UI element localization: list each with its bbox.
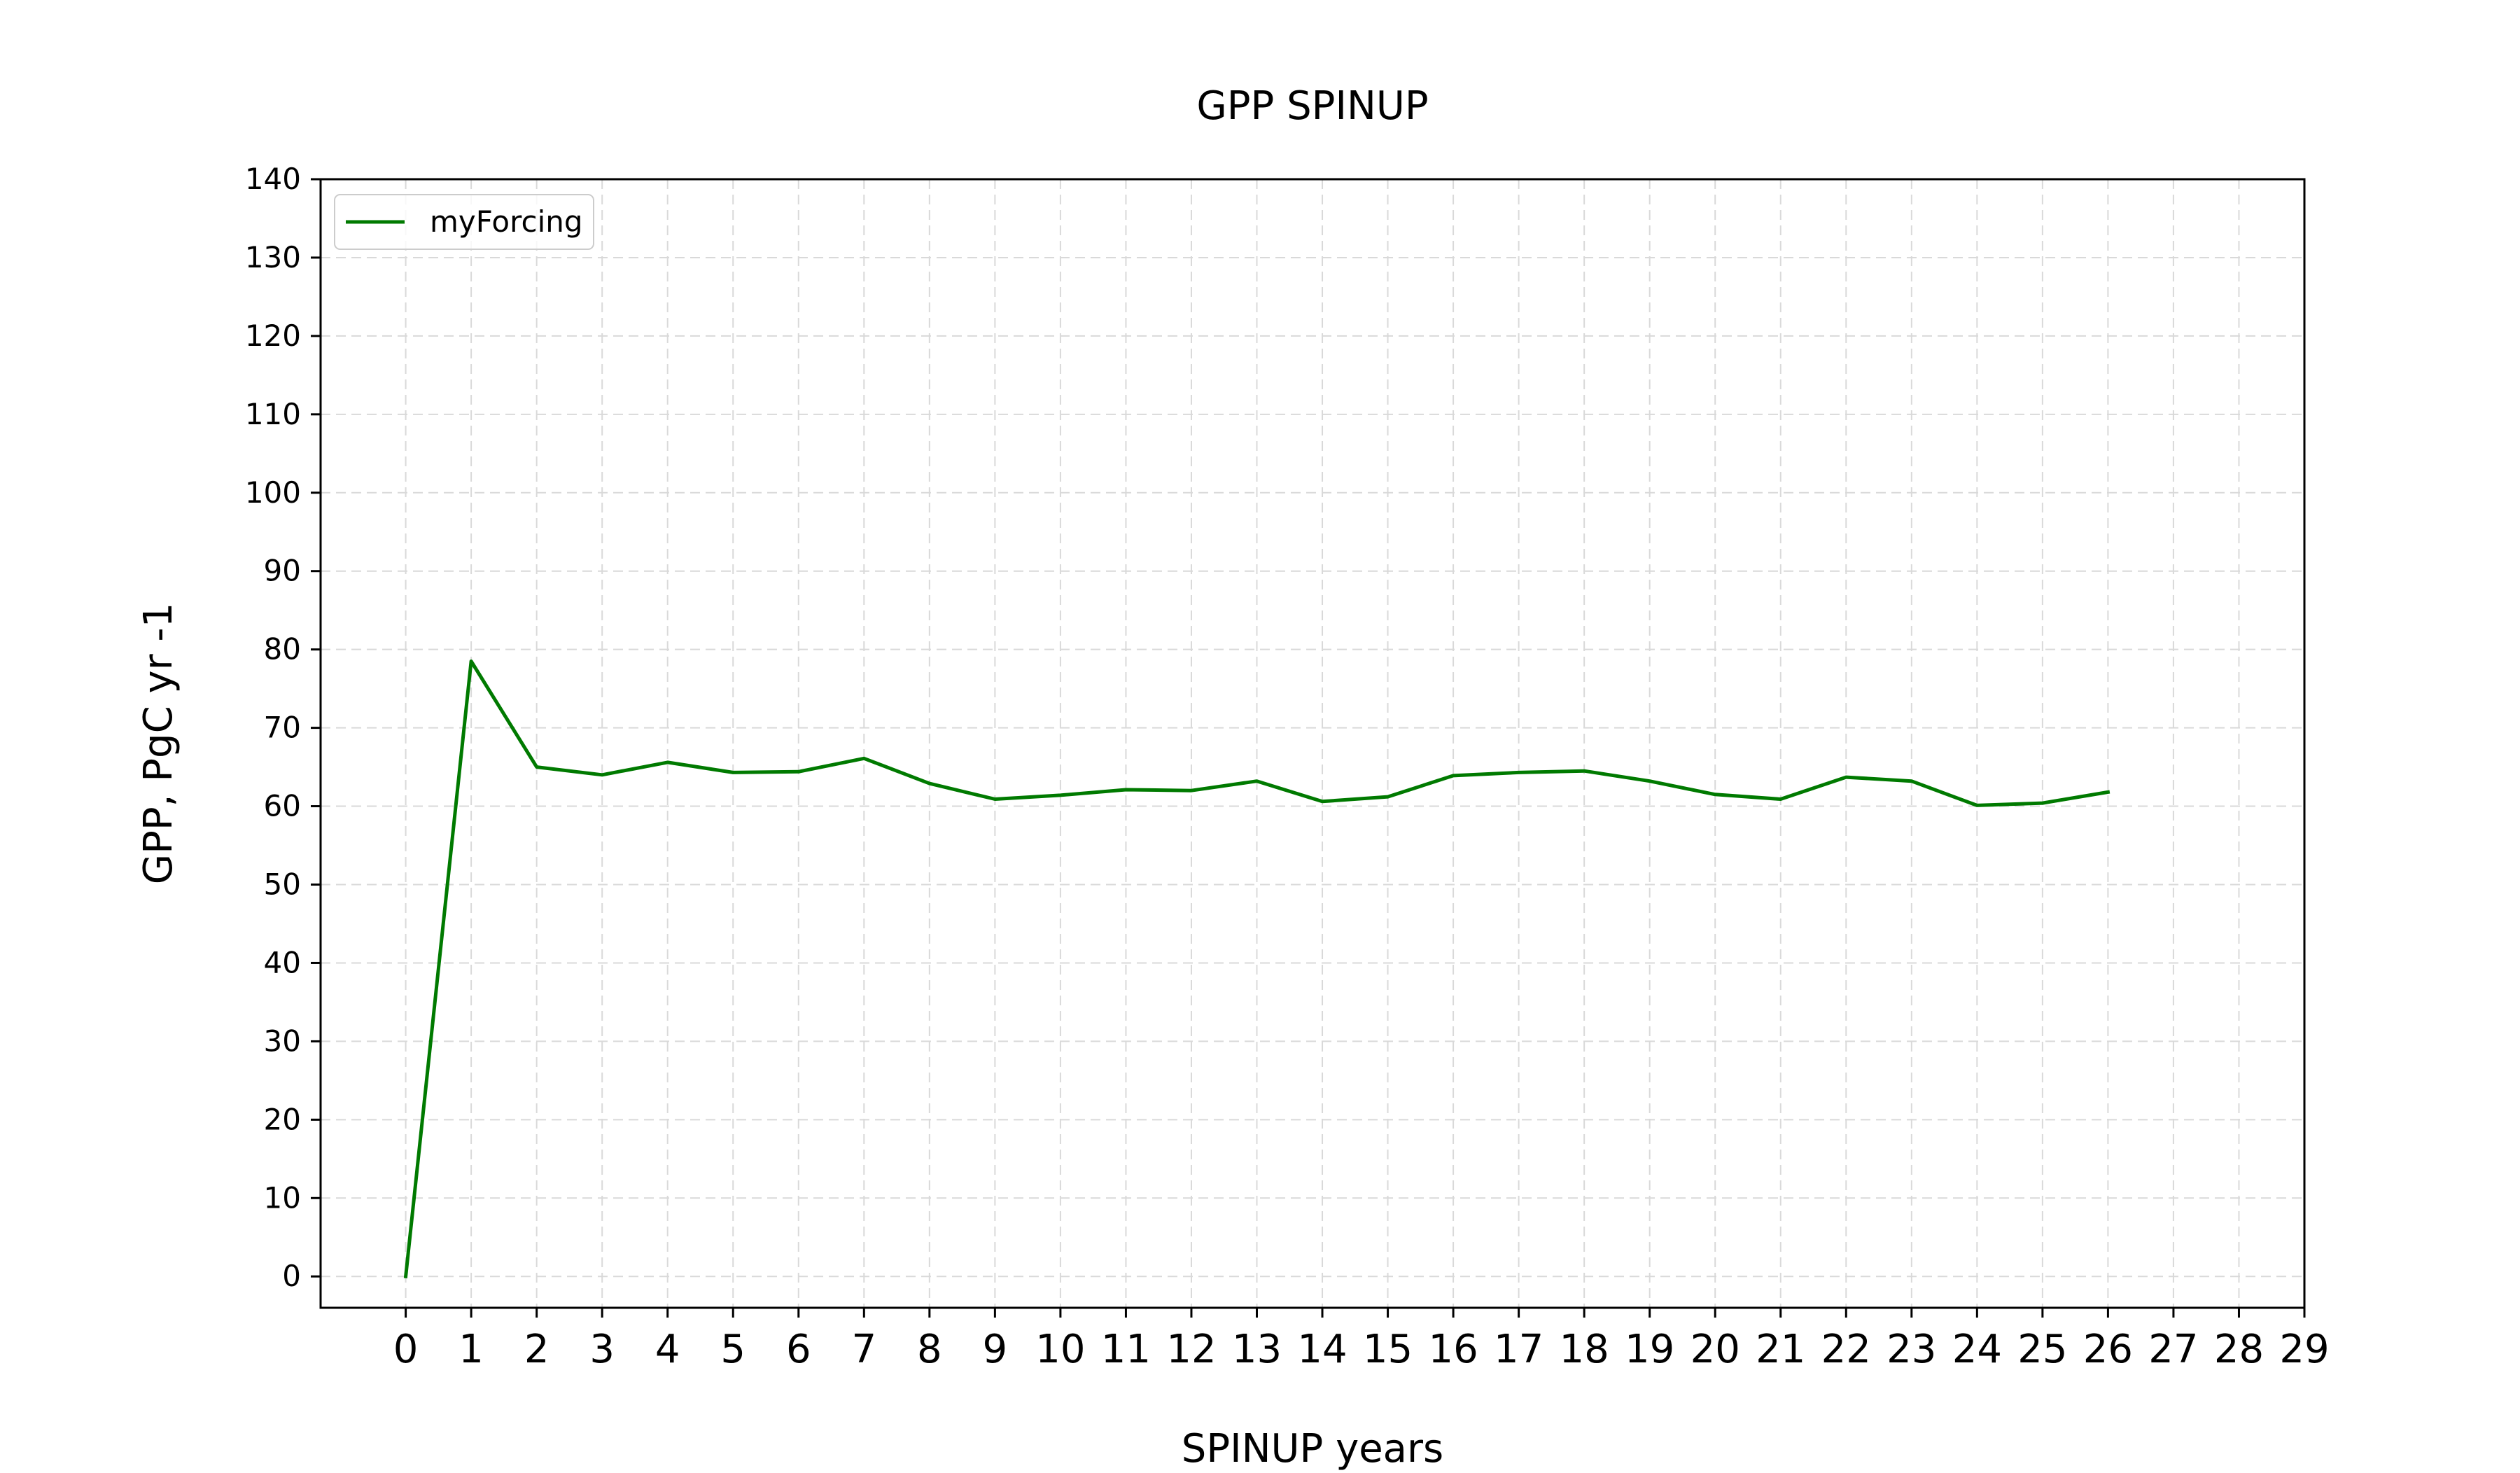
y-tick-label: 100 <box>245 475 301 510</box>
y-tick-label: 110 <box>245 397 301 431</box>
y-axis-label: GPP, PgC yr -1 <box>136 603 181 885</box>
x-tick-label: 0 <box>393 1327 419 1372</box>
y-tick-label: 120 <box>245 319 301 353</box>
series-layer <box>403 659 2110 1278</box>
data-point <box>927 781 932 786</box>
x-tick-label: 15 <box>1363 1327 1413 1372</box>
x-tick-label: 14 <box>1297 1327 1347 1372</box>
data-point <box>1254 779 1259 783</box>
x-tick-label: 10 <box>1035 1327 1085 1372</box>
data-point <box>1124 788 1128 792</box>
legend: myForcing <box>334 194 594 250</box>
legend-box <box>334 194 594 250</box>
x-tick-label: 6 <box>786 1327 811 1372</box>
legend-label-myforcing: myForcing <box>430 204 583 239</box>
x-tick-label: 20 <box>1690 1327 1740 1372</box>
data-point <box>600 773 604 777</box>
data-point <box>469 659 473 663</box>
data-point <box>1451 774 1455 778</box>
x-tick-label: 16 <box>1428 1327 1478 1372</box>
data-point <box>1058 793 1063 797</box>
y-tick-label: 0 <box>282 1259 301 1293</box>
chart-title: GPP SPINUP <box>1196 83 1428 129</box>
x-tick-label: 4 <box>655 1327 680 1372</box>
data-point <box>1779 797 1783 801</box>
data-point <box>404 1274 408 1278</box>
x-tick-label: 12 <box>1166 1327 1216 1372</box>
data-point <box>1910 779 1914 783</box>
x-axis-label: SPINUP years <box>1182 1426 1443 1470</box>
plot-area-frame <box>319 178 2306 1309</box>
x-tick-label: 18 <box>1560 1327 1609 1372</box>
data-point <box>1648 779 1652 783</box>
x-tick-label: 24 <box>1952 1327 2002 1372</box>
x-tick-label: 26 <box>2083 1327 2133 1372</box>
x-tick-label: 22 <box>1821 1327 1871 1372</box>
y-tick-label: 140 <box>245 162 301 196</box>
grid-lines <box>321 179 2305 1308</box>
data-point <box>862 756 866 760</box>
y-tick-label: 90 <box>264 554 301 588</box>
x-tick-label: 11 <box>1101 1327 1151 1372</box>
x-tick-label: 1 <box>458 1327 484 1372</box>
x-tick-label: 27 <box>2148 1327 2198 1372</box>
data-point <box>731 770 735 774</box>
data-point <box>1582 769 1586 773</box>
x-tick-label: 9 <box>983 1327 1008 1372</box>
data-point <box>1386 795 1390 799</box>
y-tick-label: 30 <box>264 1024 301 1058</box>
y-tick-label: 10 <box>264 1180 301 1215</box>
x-tick-label: 3 <box>589 1327 615 1372</box>
data-point <box>1713 793 1717 797</box>
data-point <box>2106 790 2110 794</box>
x-tick-label: 17 <box>1494 1327 1544 1372</box>
y-tick-label: 50 <box>264 867 301 902</box>
data-point <box>1517 770 1521 774</box>
data-point <box>2040 801 2045 805</box>
x-tick-label: 13 <box>1232 1327 1282 1372</box>
x-tick-label: 28 <box>2214 1327 2264 1372</box>
y-tick-label: 40 <box>264 945 301 979</box>
x-tick-label: 7 <box>851 1327 876 1372</box>
y-tick-label: 70 <box>264 711 301 745</box>
x-tick-label: 21 <box>1756 1327 1805 1372</box>
x-tick-label: 25 <box>2017 1327 2067 1372</box>
x-tick-label: 5 <box>720 1327 746 1372</box>
y-axis-ticks: 0 10 20 30 40 50 60 70 80 90 100 110 120 130 140 <box>245 162 321 1293</box>
x-tick-label: 29 <box>2279 1327 2329 1372</box>
data-point <box>1844 775 1848 779</box>
x-axis-ticks: 0 1 2 3 4 5 6 7 8 9 10 11 12 13 14 15 16 17 18 19 20 21 22 23 24… <box>393 1308 2330 1372</box>
data-point <box>666 760 670 765</box>
data-point <box>797 769 801 774</box>
y-tick-label: 130 <box>245 240 301 274</box>
x-tick-label: 23 <box>1886 1327 1936 1372</box>
series-line-myforcing <box>403 659 2110 1278</box>
y-tick-label: 60 <box>264 789 301 823</box>
data-point <box>1975 803 1979 807</box>
y-tick-label: 20 <box>264 1102 301 1136</box>
x-tick-label: 19 <box>1625 1327 1674 1372</box>
data-point <box>1320 800 1324 804</box>
data-point <box>535 765 539 769</box>
x-tick-label: 2 <box>524 1327 550 1372</box>
x-tick-label: 8 <box>917 1327 942 1372</box>
data-point <box>1189 788 1194 793</box>
data-point <box>993 797 997 801</box>
y-tick-label: 80 <box>264 632 301 666</box>
